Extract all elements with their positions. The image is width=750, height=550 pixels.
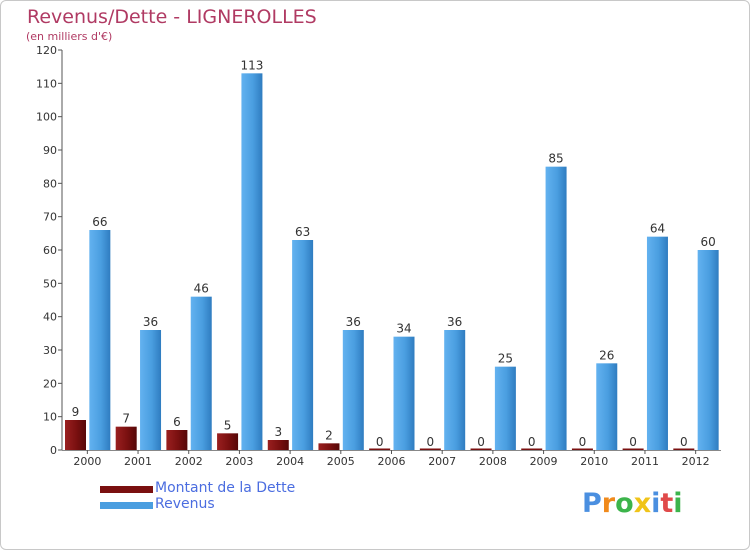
legend-swatch-dette — [100, 486, 153, 493]
data-label-revenus: 36 — [143, 315, 158, 329]
chart-subtitle: (en milliers d'€) — [26, 30, 113, 43]
bar-revenus — [292, 240, 314, 450]
x-tick-label: 2008 — [479, 455, 507, 468]
data-label-dette: 0 — [629, 435, 637, 449]
x-tick-label: 2007 — [428, 455, 456, 468]
bar-revenus — [596, 363, 618, 450]
chart-bars — [65, 73, 719, 450]
data-label-dette: 6 — [173, 415, 181, 429]
x-tick-label: 2010 — [580, 455, 608, 468]
x-tick-label: 2003 — [225, 455, 253, 468]
bar-dette — [166, 430, 188, 450]
legend-swatch-revenus — [100, 502, 153, 509]
x-tick-label: 2009 — [530, 455, 558, 468]
y-tick-label: 120 — [36, 44, 57, 57]
data-label-dette: 3 — [274, 425, 282, 439]
y-tick-label: 60 — [43, 244, 57, 257]
bar-revenus — [545, 166, 567, 450]
y-tick-label: 110 — [36, 77, 57, 90]
data-label-dette: 0 — [680, 435, 688, 449]
bar-revenus — [190, 296, 212, 450]
bar-revenus — [140, 330, 162, 450]
data-label-revenus: 36 — [346, 315, 361, 329]
data-label-dette: 2 — [325, 428, 333, 442]
bar-dette — [318, 443, 340, 450]
y-tick-label: 50 — [43, 277, 57, 290]
logo-letter: i — [651, 488, 661, 519]
bar-revenus — [393, 336, 415, 450]
bar-revenus — [342, 330, 364, 450]
bar-revenus — [241, 73, 263, 450]
x-tick-label: 2005 — [327, 455, 355, 468]
bar-dette — [115, 426, 137, 450]
x-tick-label: 2012 — [682, 455, 710, 468]
data-label-revenus: 64 — [650, 222, 665, 236]
bar-dette — [267, 440, 289, 450]
y-tick-label: 40 — [43, 311, 57, 324]
data-label-revenus: 60 — [701, 235, 716, 249]
data-label-revenus: 26 — [599, 348, 614, 362]
bar-dette — [673, 448, 695, 450]
chart-title: Revenus/Dette - LIGNEROLLES — [27, 6, 317, 28]
bar-revenus — [444, 330, 466, 450]
bar-dette — [369, 448, 391, 450]
bar-dette — [65, 420, 86, 450]
legend-label-dette: Montant de la Dette — [155, 480, 296, 496]
logo-letter: o — [615, 488, 634, 519]
data-label-dette: 0 — [376, 435, 384, 449]
bar-revenus — [89, 230, 111, 450]
logo-letter: i — [673, 488, 683, 519]
data-label-revenus: 63 — [295, 225, 310, 239]
x-tick-label: 2002 — [175, 455, 203, 468]
x-tick-label: 2011 — [631, 455, 659, 468]
data-label-dette: 9 — [72, 405, 80, 419]
y-tick-label: 80 — [43, 177, 57, 190]
x-tick-label: 2004 — [276, 455, 304, 468]
y-tick-label: 30 — [43, 344, 57, 357]
data-label-dette: 7 — [122, 412, 130, 426]
bar-revenus — [494, 366, 516, 450]
bar-revenus — [697, 250, 719, 450]
y-tick-label: 90 — [43, 144, 57, 157]
logo-letter: r — [601, 488, 616, 519]
bar-dette — [470, 448, 492, 450]
logo-letter: x — [633, 488, 652, 519]
data-label-revenus: 25 — [498, 352, 513, 366]
bar-dette — [521, 448, 543, 450]
data-label-dette: 0 — [579, 435, 587, 449]
bar-dette — [622, 448, 644, 450]
data-label-dette: 0 — [427, 435, 435, 449]
data-label-revenus: 34 — [396, 322, 411, 336]
data-label-dette: 5 — [224, 418, 232, 432]
data-label-dette: 0 — [528, 435, 536, 449]
data-label-revenus: 113 — [240, 58, 263, 72]
logo-letter: P — [582, 488, 602, 519]
data-label-revenus: 85 — [548, 152, 563, 166]
bar-dette — [419, 448, 441, 450]
data-label-revenus: 66 — [92, 215, 107, 229]
bar-dette — [217, 433, 239, 450]
x-tick-label: 2000 — [73, 455, 101, 468]
data-label-dette: 0 — [477, 435, 485, 449]
data-label-revenus: 46 — [194, 282, 209, 296]
y-tick-label: 70 — [43, 211, 57, 224]
y-tick-label: 0 — [50, 444, 57, 457]
logo-letter: t — [660, 488, 674, 519]
legend-label-revenus: Revenus — [155, 496, 215, 512]
bar-revenus — [646, 236, 668, 450]
proxiti-logo: Proxiti — [582, 488, 683, 519]
bar-dette — [571, 448, 593, 450]
x-tick-label: 2006 — [378, 455, 406, 468]
chart-data-labels: 9 7 6 5 3 2 0 0 0 0 0 0 0 66 36 46 113 63 36 34 36 25 85 26 64 60 — [72, 58, 716, 449]
y-tick-label: 20 — [43, 377, 57, 390]
y-tick-label: 10 — [43, 411, 57, 424]
x-tick-label: 2001 — [124, 455, 152, 468]
data-label-revenus: 36 — [447, 315, 462, 329]
y-tick-label: 100 — [36, 111, 57, 124]
